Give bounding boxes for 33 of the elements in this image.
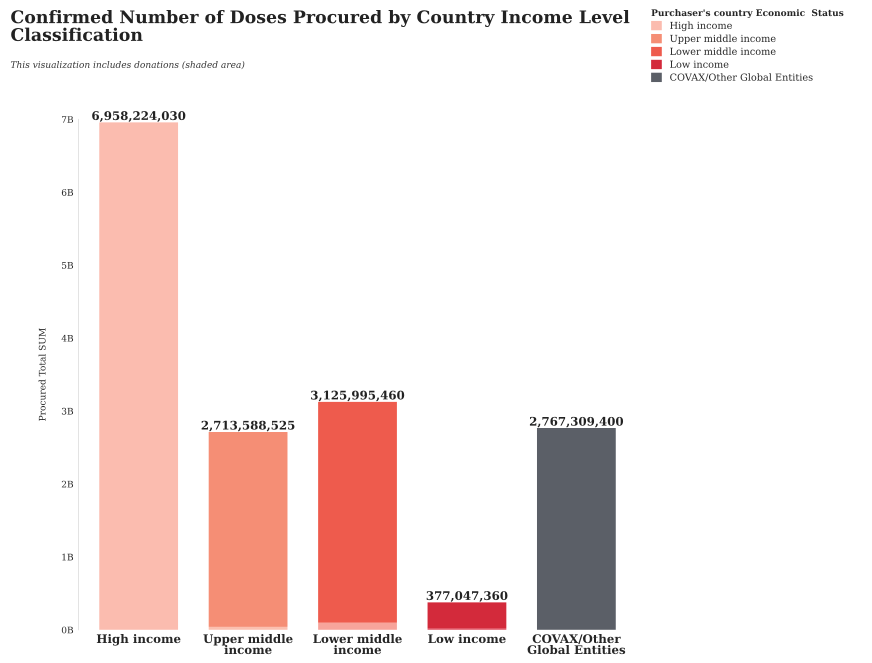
legend-label: Low income <box>670 60 728 68</box>
y-tick-label: 7B <box>62 116 74 123</box>
bar <box>318 622 397 630</box>
legend-label: Upper middle income <box>670 34 776 44</box>
legend-label: Lower middle income <box>670 47 776 55</box>
bar <box>99 122 178 630</box>
total-label: 2,767,309,400 <box>530 416 624 428</box>
legend-label: High income <box>670 22 732 32</box>
y-tick-label: 3B <box>62 408 74 415</box>
legend-title: Purchaser's country Economic Status <box>652 9 844 18</box>
y-axis-title: Procured Total SUM <box>38 328 46 421</box>
total-label: 3,125,995,460 <box>311 390 404 402</box>
chart-subtitle: This visualization includes donations (shaded area) <box>10 60 244 70</box>
x-tick-label: Lower middle income <box>313 634 402 654</box>
bar <box>536 428 616 630</box>
y-tick-label: 1B <box>62 554 74 560</box>
chart-title: Confirmed Number of Doses Procured by Country Income Level Classification <box>11 10 630 42</box>
y-tick-label: 0B <box>62 626 74 634</box>
y-tick-label: 6B <box>62 189 74 196</box>
y-tick-label: 4B <box>62 334 74 342</box>
bar <box>208 432 288 627</box>
total-label: 6,958,224,030 <box>92 111 186 122</box>
x-tick-label: COVAX/Other Global Entities <box>528 634 626 654</box>
x-tick-label: Upper middle income <box>203 634 293 654</box>
bar <box>428 602 506 628</box>
x-tick-label: High income <box>96 634 180 646</box>
x-tick-label: Low income <box>428 634 506 644</box>
total-label: 2,713,588,525 <box>202 420 294 432</box>
legend-label: COVAX/Other Global Entities <box>670 73 813 82</box>
bar <box>318 402 397 623</box>
y-tick-label: 5B <box>62 262 74 269</box>
y-tick-label: 2B <box>62 480 74 488</box>
total-label: 377,047,360 <box>426 591 508 602</box>
